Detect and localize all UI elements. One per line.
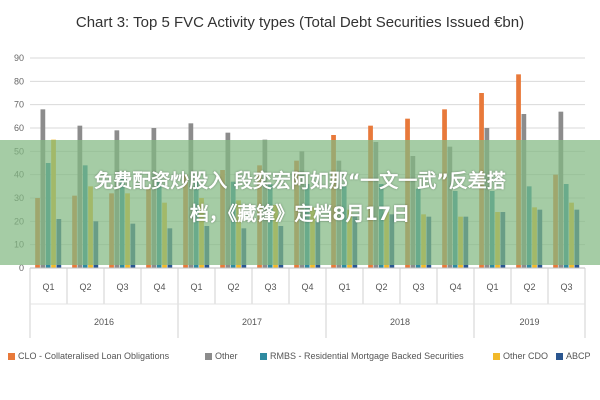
- y-tick-label: 0: [19, 263, 24, 273]
- x-tick-label: Q3: [264, 282, 276, 292]
- x-tick-label: Q2: [375, 282, 387, 292]
- x-tick-label: Q3: [412, 282, 424, 292]
- y-tick-label: 90: [14, 53, 24, 63]
- overlay-line-1: 免费配资炒股入 段奕宏阿如那“一文一武”反差搭: [94, 170, 506, 192]
- x-tick-label: Q2: [79, 282, 91, 292]
- legend-swatch: [493, 353, 500, 361]
- legend-item: Other CDO: [493, 351, 548, 361]
- x-tick-label: Q1: [338, 282, 350, 292]
- legend-label: CLO - Collateralised Loan Obligations: [18, 351, 170, 361]
- legend-swatch: [260, 353, 267, 361]
- x-tick-label: Q2: [227, 282, 239, 292]
- y-tick-label: 70: [14, 100, 24, 110]
- chart-title: Chart 3: Top 5 FVC Activity types (Total…: [75, 14, 525, 31]
- overlay-banner: 免费配资炒股入 段奕宏阿如那“一文一武”反差搭 档，《藏锋》定档8月17日: [0, 140, 600, 265]
- chart-legend: CLO - Collateralised Loan Obligations Oth…: [8, 351, 598, 367]
- x-tick-label: Q3: [560, 282, 572, 292]
- legend-item: ABCP: [556, 351, 591, 361]
- legend-label: ABCP: [566, 351, 591, 361]
- x-tick-label: Q3: [116, 282, 128, 292]
- x-tick-label: Q1: [42, 282, 54, 292]
- x-tick-label: Q4: [153, 282, 165, 292]
- legend-item: CLO - Collateralised Loan Obligations: [8, 351, 169, 361]
- year-group-label: 2019: [519, 317, 539, 327]
- legend-item: Other: [205, 351, 238, 361]
- x-tick-label: Q1: [486, 282, 498, 292]
- y-tick-label: 80: [14, 76, 24, 86]
- legend-item: RMBS - Residential Mortgage Backed Secur…: [260, 351, 464, 361]
- legend-swatch: [556, 353, 563, 361]
- x-tick-label: Q2: [523, 282, 535, 292]
- legend-label: RMBS - Residential Mortgage Backed Secur…: [270, 351, 464, 361]
- year-group-label: 2018: [390, 317, 410, 327]
- overlay-line-2: 档，《藏锋》定档8月17日: [189, 203, 411, 225]
- legend-swatch: [8, 353, 15, 361]
- year-group-label: 2017: [242, 317, 262, 327]
- y-tick-label: 60: [14, 123, 24, 133]
- legend-swatch: [205, 353, 212, 361]
- year-group-label: 2016: [94, 317, 114, 327]
- legend-label: Other: [215, 351, 238, 361]
- legend-label: Other CDO: [503, 351, 549, 361]
- x-tick-label: Q4: [449, 282, 461, 292]
- x-tick-label: Q1: [190, 282, 202, 292]
- x-tick-label: Q4: [301, 282, 313, 292]
